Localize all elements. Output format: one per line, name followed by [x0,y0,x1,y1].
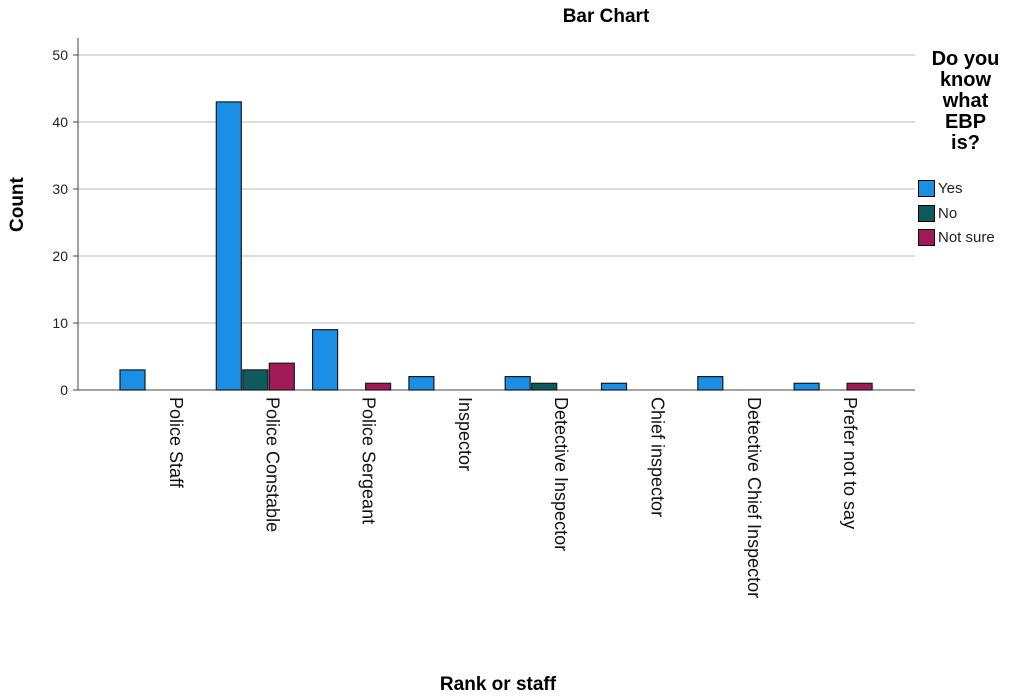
bar-yes [600,382,628,391]
x-tick-label: Inspector [455,397,475,471]
x-tick-label: Chief inspector [648,397,668,517]
chart-title: Bar Chart [562,6,650,27]
bar-yes [697,376,724,391]
x-axis-label: Rank or staff [439,674,557,695]
bar-yes [793,382,820,391]
bar-no [531,382,558,391]
y-tick-label: 0 [60,382,68,398]
bar-yes [119,369,146,391]
bar-yes [312,329,339,391]
x-tick-label: Detective Inspector [551,397,571,551]
bar-yes [504,376,531,391]
legend-label-no: No [938,204,958,222]
x-tick-label: Prefer not to say [840,397,860,529]
legend-swatch-yes [918,179,935,197]
x-tick-label: Police Sergeant [359,397,379,524]
legend-label-yes: Yes [938,179,963,197]
y-tick-label: 30 [52,181,68,197]
bar-yes [408,376,435,391]
bar-not-sure [365,382,392,391]
bar-not-sure [846,382,873,391]
x-tick-label: Police Constable [262,397,282,532]
legend-item-not-sure: Not sure [918,227,995,247]
y-tick-label: 40 [52,114,68,130]
x-tick-label: Police Staff [166,397,186,489]
legend-item-no: No [918,203,957,223]
legend-swatch-not-sure [918,228,935,246]
x-tick-label: Detective Chief Inspector [744,397,764,598]
bar-yes [215,101,242,391]
y-tick-label: 10 [52,315,68,331]
legend-swatch-no [918,204,935,222]
y-tick-label: 20 [52,248,68,264]
y-tick-label: 50 [52,47,68,63]
bar-not-sure [268,362,295,391]
legend-item-yes: Yes [918,178,962,198]
legend-title: Do you know what EBP is? [931,48,1000,154]
bar-no [242,369,269,391]
legend-label-not-sure: Not sure [938,228,995,246]
